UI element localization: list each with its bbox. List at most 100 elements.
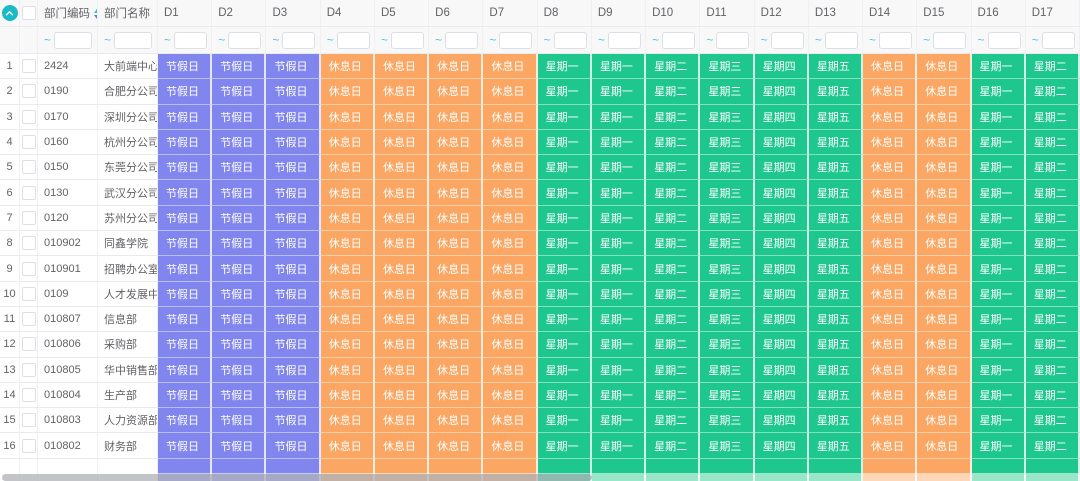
row-checkbox[interactable] [21,261,36,276]
filter-cell-d14: ~ [863,27,918,54]
horizontal-scrollbar[interactable] [0,473,1080,481]
row-checkbox-cell [20,306,38,333]
department-row: 11 010807 信息部 节假日 节假日 节假日 休息日 休息日 休息日 休息日 星期一 星期一 星期… [0,306,1080,333]
column-header-d11: D11 [700,0,755,27]
filter-input-d14[interactable] [879,31,913,49]
schedule-cell-d9: 星期一 [591,281,647,307]
filter-input-d4[interactable] [336,31,370,49]
filter-input-d12[interactable] [770,31,804,49]
select-all-checkbox[interactable] [21,6,36,20]
sort-asc-icon[interactable] [94,8,97,13]
schedule-cell-d9: 星期一 [591,79,647,105]
filter-input-d9[interactable] [607,31,641,49]
schedule-cell-d8: 星期一 [537,382,592,409]
row-checkbox[interactable] [21,438,36,453]
schedule-cell-d15: 休息日 [917,205,972,232]
schedule-cell-d5: 休息日 [374,332,430,358]
row-checkbox[interactable] [21,84,36,99]
row-number: 11 [0,306,20,333]
row-checkbox[interactable] [21,413,36,428]
row-checkbox[interactable] [21,109,36,124]
row-number: 10 [0,281,20,307]
department-name-cell: 合肥分公司 [98,79,158,105]
filter-input-d13[interactable] [824,31,858,49]
department-row: 2 0190 合肥分公司 节假日 节假日 节假日 休息日 休息日 休息日 休息日 星期一 星期一 星期二… [0,79,1080,105]
schedule-cell-d5: 休息日 [374,382,430,409]
row-checkbox[interactable] [21,59,36,74]
column-header-code[interactable]: 部门编码 [38,0,98,27]
schedule-cell-d16: 星期一 [971,306,1026,333]
schedule-cell-d14: 休息日 [863,155,918,181]
schedule-cell-d11: 星期三 [700,79,755,105]
range-tilde: ~ [923,33,931,47]
filter-input-d8[interactable] [553,31,587,49]
schedule-cell-d4: 休息日 [320,408,375,434]
schedule-cell-d1: 节假日 [158,382,213,409]
row-checkbox[interactable] [21,160,36,175]
schedule-cell-d9: 星期一 [591,306,647,333]
schedule-cell-d1: 节假日 [158,129,213,156]
range-tilde: ~ [543,33,551,47]
range-tilde: ~ [597,33,605,47]
schedule-cell-d11: 星期三 [700,332,755,358]
filter-input-d6[interactable] [445,31,479,49]
row-checkbox[interactable] [21,185,36,200]
range-tilde: ~ [869,33,877,47]
department-row: 4 0160 杭州分公司 节假日 节假日 节假日 休息日 休息日 休息日 休息日 星期一 星期一 星期二… [0,129,1080,156]
filter-input-d5[interactable] [390,31,424,49]
schedule-cell-d8: 星期一 [537,408,592,434]
schedule-cell-d7: 休息日 [483,433,538,459]
row-checkbox[interactable] [21,312,36,327]
range-tilde: ~ [652,33,660,47]
filter-input-d11[interactable] [716,31,750,49]
schedule-cell-d12: 星期四 [754,205,809,232]
schedule-cell-d2: 节假日 [212,180,267,206]
filter-input-d17[interactable] [1041,31,1075,49]
row-checkbox[interactable] [21,210,36,225]
row-number: 8 [0,231,20,257]
filter-input-code[interactable] [54,31,93,49]
row-checkbox-cell [20,129,38,156]
range-tilde: ~ [326,33,334,47]
filter-input-name[interactable] [114,31,153,49]
filter-input-d2[interactable] [228,31,262,49]
schedule-cell-d4: 休息日 [320,231,375,257]
sort-icon[interactable] [94,8,97,19]
row-checkbox[interactable] [21,388,36,402]
department-name-cell: 华中销售部 [98,357,158,383]
schedule-cell-d12: 星期四 [754,231,809,257]
schedule-cell-d16: 星期一 [971,79,1026,105]
filter-cell-d10: ~ [646,27,701,54]
filter-input-d10[interactable] [662,31,696,49]
schedule-cell-d13: 星期五 [808,357,864,383]
sort-desc-icon[interactable] [94,14,97,19]
schedule-cell-d5: 休息日 [374,155,430,181]
filter-input-d3[interactable] [282,31,316,49]
schedule-cell-d4: 休息日 [320,382,375,409]
schedule-cell-d10: 星期二 [646,332,701,358]
schedule-cell-d6: 休息日 [429,180,484,206]
row-number: 3 [0,104,20,130]
row-checkbox[interactable] [21,236,36,251]
filter-cell-d2: ~ [212,27,267,54]
schedule-cell-d4: 休息日 [320,54,375,80]
row-checkbox[interactable] [21,286,36,301]
collapse-all-button[interactable] [1,5,18,21]
schedule-cell-d4: 休息日 [320,155,375,181]
row-checkbox[interactable] [21,362,36,377]
department-row: 15 010803 人力资源部 节假日 节假日 节假日 休息日 休息日 休息日 休息日 星期一 星期一… [0,408,1080,434]
filter-input-d16[interactable] [987,31,1021,49]
filter-input-d7[interactable] [499,31,533,49]
schedule-cell-d15: 休息日 [917,408,972,434]
schedule-cell-d10: 星期二 [646,231,701,257]
filter-input-d1[interactable] [174,31,208,49]
filter-input-d15[interactable] [933,31,967,49]
row-checkbox[interactable] [21,337,36,352]
schedule-cell-d9: 星期一 [591,332,647,358]
range-tilde: ~ [760,33,768,47]
schedule-cell-d10: 星期二 [646,129,701,156]
schedule-cell-d5: 休息日 [374,281,430,307]
horizontal-scrollbar-thumb[interactable] [2,473,592,481]
row-checkbox[interactable] [21,135,36,150]
